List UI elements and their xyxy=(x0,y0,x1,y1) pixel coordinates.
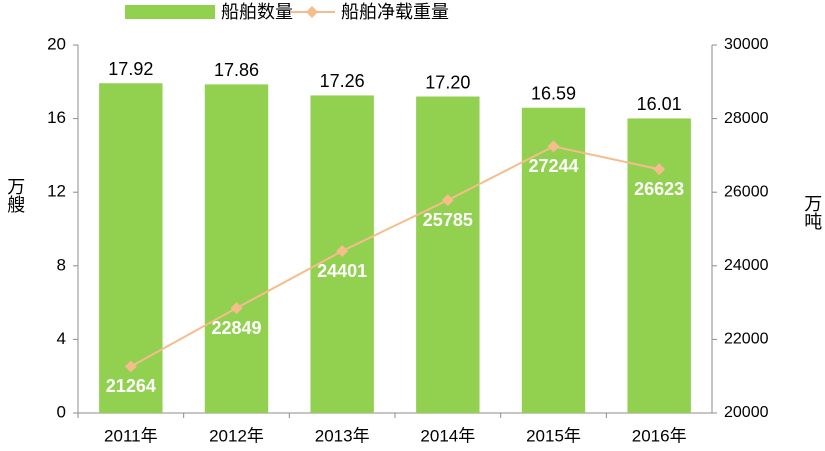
line-point xyxy=(124,360,137,373)
line xyxy=(130,145,660,368)
legend-label: 船舶净载重量 xyxy=(341,2,449,22)
line-value-label: 21264 xyxy=(106,376,156,396)
line-point xyxy=(336,245,349,258)
y2-axis-title: 万吨 xyxy=(802,194,822,230)
bar-value-label: 16.59 xyxy=(531,83,576,103)
y2-tick-label: 20000 xyxy=(724,404,769,421)
x-tick-label: 2013年 xyxy=(315,426,370,445)
y2-tick-label: 24000 xyxy=(724,257,769,274)
y-tick-label: 20 xyxy=(47,34,66,53)
y2-tick-label: 30000 xyxy=(724,36,769,53)
bar-value-label: 17.86 xyxy=(214,60,259,80)
y2-tick-label: 28000 xyxy=(724,110,769,127)
bar-value-label: 17.26 xyxy=(320,71,365,91)
bar xyxy=(521,107,586,413)
legend-label: 船舶数量 xyxy=(221,2,293,22)
y-tick-label: 8 xyxy=(57,255,66,274)
line-value-label: 27244 xyxy=(528,156,578,176)
y2-tick-label: 26000 xyxy=(724,183,769,200)
bar xyxy=(204,84,269,413)
line-point xyxy=(230,302,243,315)
x-tick-label: 2014年 xyxy=(420,426,475,445)
y-tick-label: 4 xyxy=(57,329,66,348)
line-point xyxy=(547,140,560,153)
line-value-label: 26623 xyxy=(634,179,684,199)
line-point xyxy=(441,194,454,207)
bar xyxy=(99,83,163,413)
x-tick-label: 2016年 xyxy=(632,426,687,445)
line-point xyxy=(653,163,666,176)
bar xyxy=(416,96,480,414)
line-value-label: 22849 xyxy=(211,318,261,338)
bar-value-label: 17.92 xyxy=(108,59,153,79)
legend-swatch xyxy=(125,5,215,19)
x-tick-label: 2012年 xyxy=(209,426,264,445)
line-value-label: 25785 xyxy=(423,210,473,230)
bar xyxy=(627,118,691,413)
y-tick-label: 16 xyxy=(47,108,66,127)
y2-tick-label: 22000 xyxy=(724,331,769,348)
x-tick-label: 2011年 xyxy=(104,426,158,445)
x-tick-label: 2015年 xyxy=(526,426,581,445)
line-value-label: 24401 xyxy=(317,261,367,281)
y-axis-title: 万艘 xyxy=(5,177,25,214)
y-tick-label: 12 xyxy=(47,182,66,201)
legend-swatch-marker xyxy=(306,6,318,18)
bar-value-label: 16.01 xyxy=(637,94,682,114)
bar-value-label: 17.20 xyxy=(425,72,470,92)
y-tick-label: 0 xyxy=(57,402,66,421)
